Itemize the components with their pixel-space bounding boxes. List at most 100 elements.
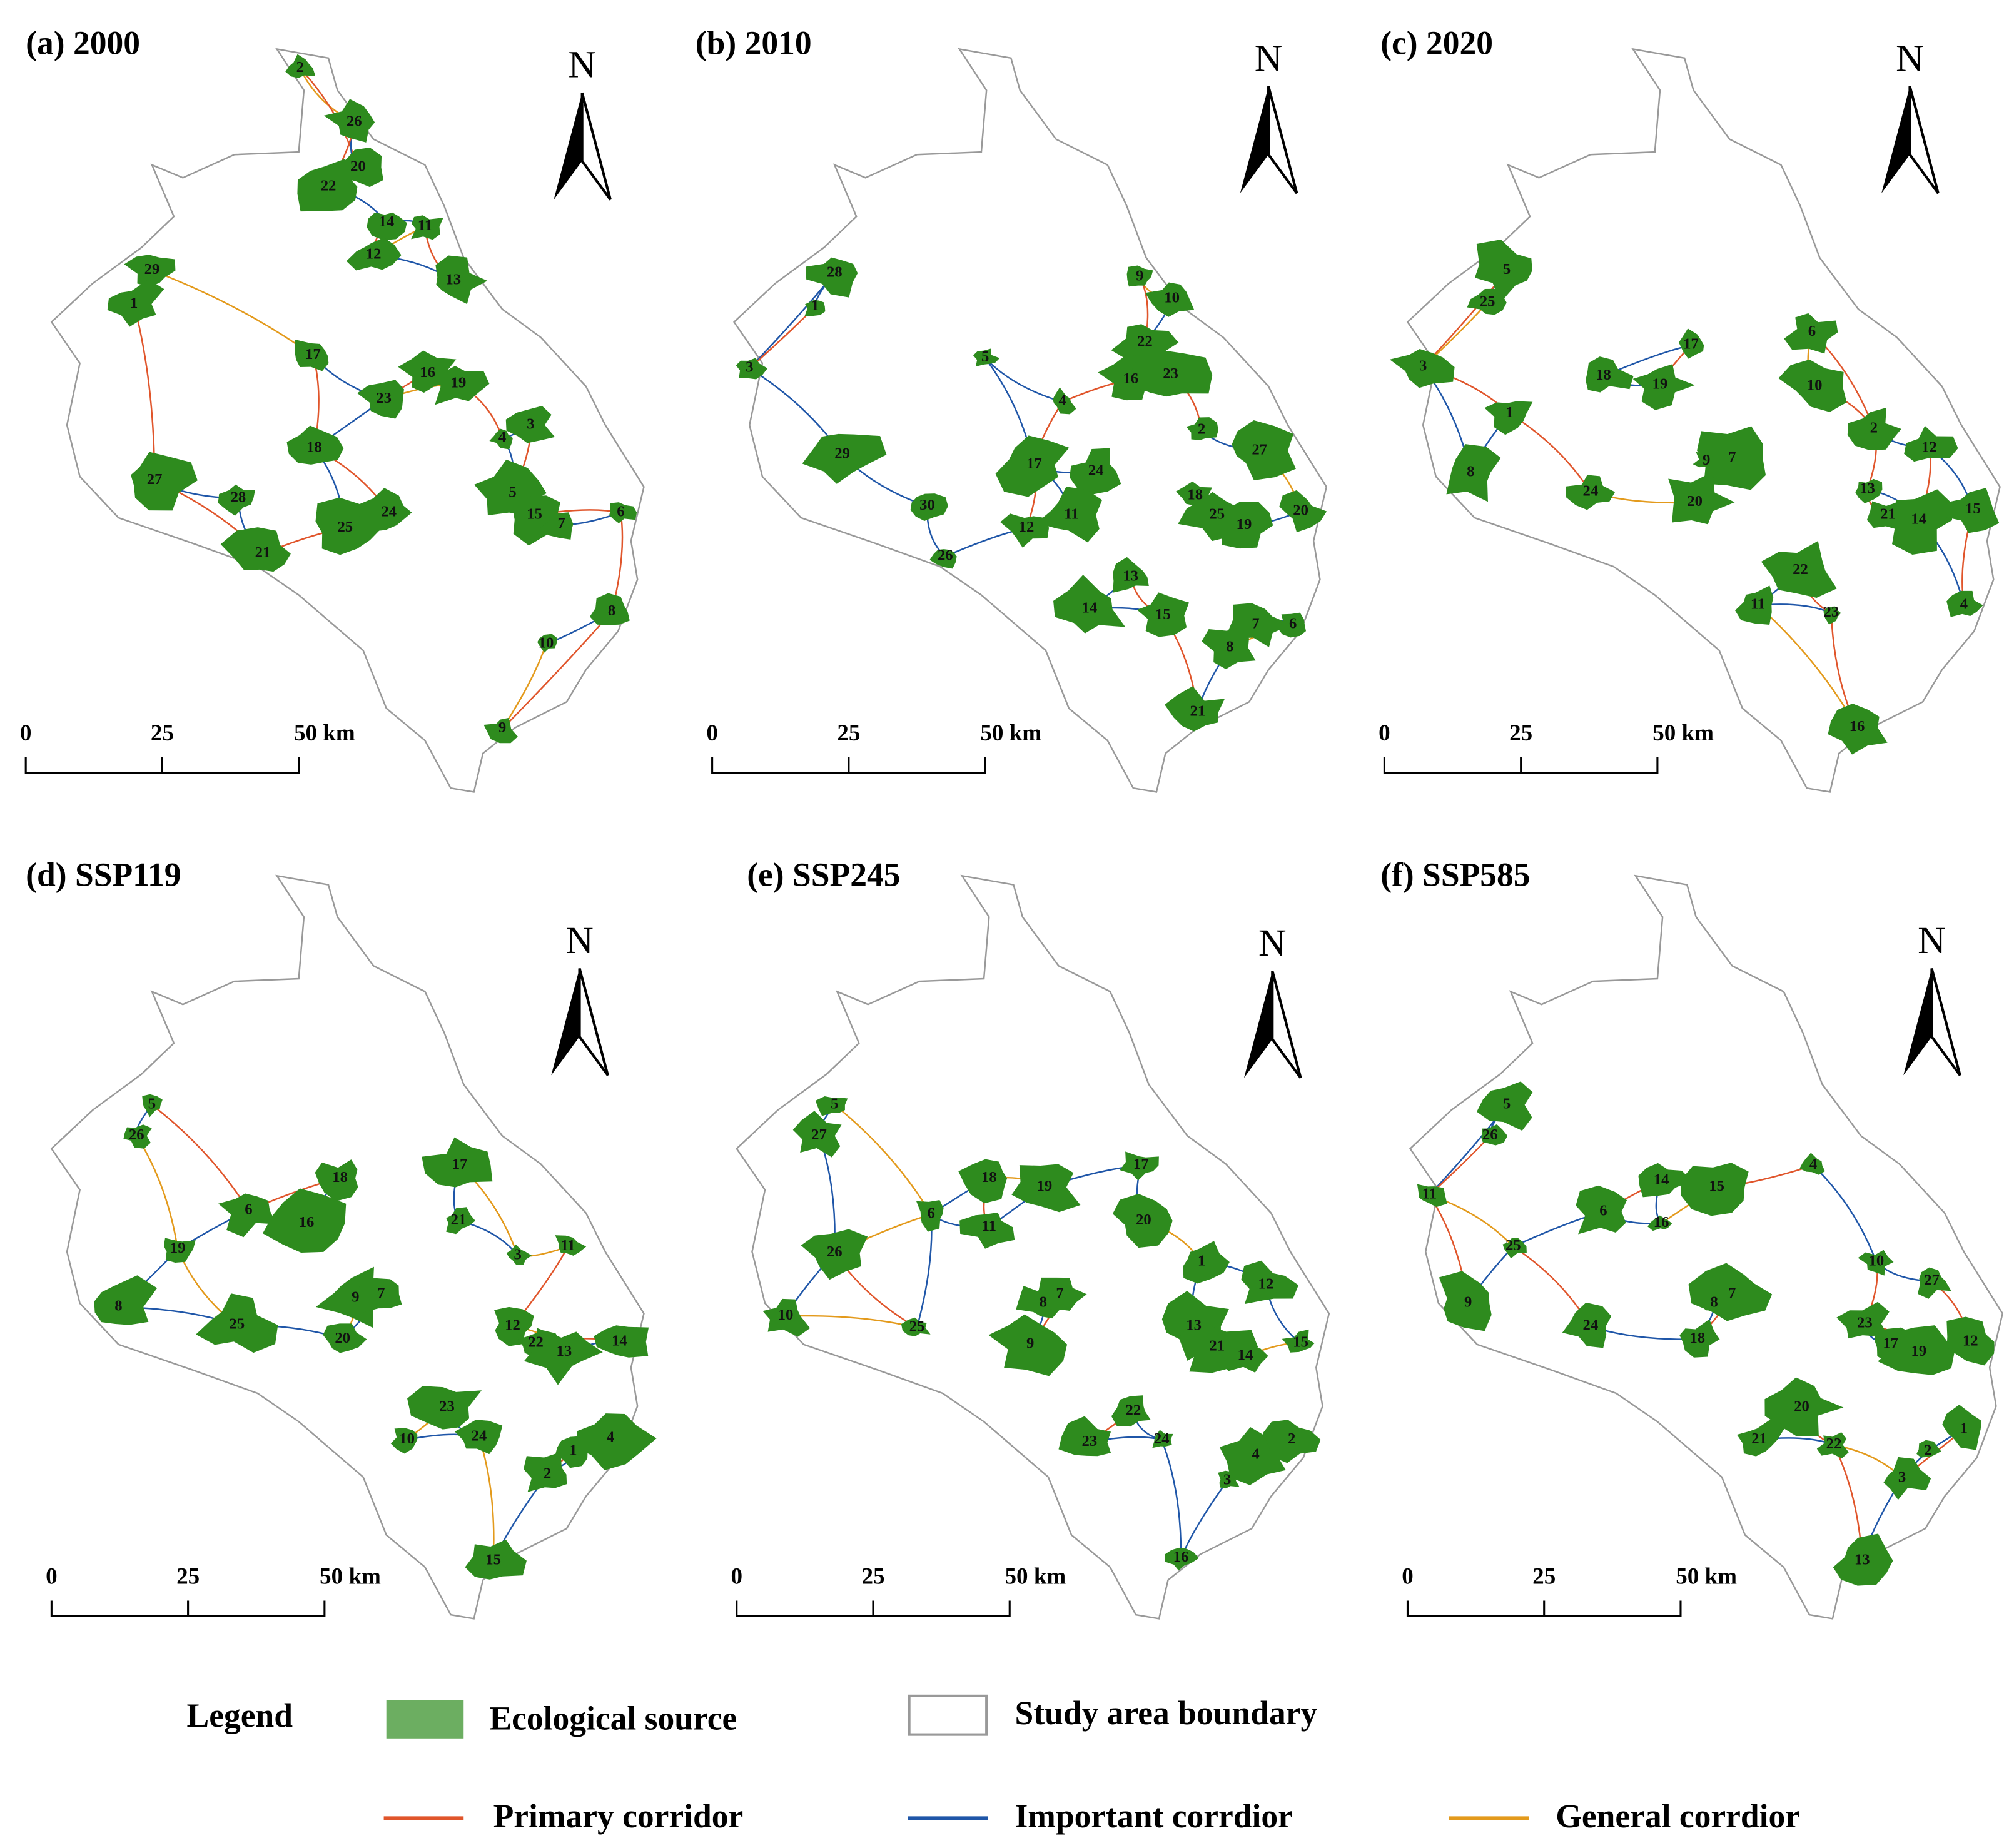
scale-bar — [1406, 1600, 1682, 1617]
ecological-source — [285, 54, 316, 78]
ecological-source — [489, 428, 513, 450]
node-label: 15 — [1293, 1333, 1308, 1350]
ecological-source — [1216, 502, 1273, 549]
ecological-source — [435, 255, 488, 305]
ecological-source — [1638, 1163, 1693, 1198]
ecological-source — [390, 1428, 418, 1454]
node-label: 19 — [1036, 1178, 1052, 1194]
ecological-source — [1165, 686, 1225, 732]
legend-label: General corrdior — [1556, 1797, 1800, 1835]
scale-label: 0 — [1402, 1564, 1414, 1590]
ecological-source — [1218, 1470, 1240, 1489]
node-label: 25 — [909, 1318, 925, 1335]
node-label: 17 — [452, 1156, 468, 1173]
panel-title: (b) 2010 — [696, 24, 812, 62]
legend: Legend Ecological source Study area bound… — [187, 1694, 1801, 1835]
ecological-source — [1562, 1302, 1612, 1348]
ecological-source — [1833, 1533, 1893, 1586]
scale-label: 50 km — [1652, 720, 1714, 746]
node-label: 29 — [144, 261, 160, 278]
ecological-source — [1943, 488, 2000, 533]
node-label: 14 — [1911, 511, 1927, 528]
ecological-source — [357, 380, 404, 419]
node-label: 16 — [1654, 1214, 1669, 1231]
scale-label: 25 — [1532, 1564, 1556, 1590]
scale-label: 0 — [1379, 720, 1390, 746]
node-label: 23 — [1082, 1433, 1098, 1450]
ecological-source — [163, 1238, 196, 1263]
node-label: 9 — [352, 1288, 359, 1305]
node-label: 23 — [1163, 365, 1178, 382]
node-label: 27 — [147, 471, 163, 488]
ecological-source — [1681, 1163, 1749, 1216]
ecological-source — [910, 493, 948, 522]
ecological-source — [609, 502, 637, 523]
ecological-source — [494, 1306, 534, 1346]
ecological-source — [1946, 590, 1983, 617]
ecological-source — [792, 1111, 842, 1158]
node-label: 11 — [1751, 596, 1765, 613]
node-label: 14 — [612, 1332, 627, 1349]
corridor — [916, 1214, 933, 1328]
north-arrow — [1908, 86, 1940, 194]
ecological-source — [1916, 1440, 1941, 1458]
ecological-source — [1058, 1416, 1111, 1457]
node-label: 24 — [472, 1428, 487, 1445]
north-arrow — [1243, 971, 1273, 1078]
ecological-source — [323, 99, 375, 143]
scale-bar — [711, 757, 986, 774]
ecological-source — [901, 1317, 931, 1336]
node-label: 19 — [451, 374, 467, 391]
node-label: 17 — [1883, 1335, 1898, 1351]
ecological-source — [1128, 349, 1213, 397]
legend-label: Ecological source — [489, 1699, 737, 1737]
node-label: 4 — [1252, 1445, 1259, 1462]
ecological-source — [131, 452, 198, 511]
node-label: 24 — [381, 503, 397, 520]
ecological-source — [995, 435, 1070, 497]
node-label: 16 — [1850, 718, 1865, 735]
scale-bar — [50, 1600, 326, 1617]
study-area-boundary — [50, 48, 645, 793]
node-label: 20 — [1794, 1398, 1809, 1415]
ecological-source — [1183, 1241, 1230, 1284]
node-label: 20 — [1687, 493, 1703, 510]
node-label: 11 — [418, 217, 432, 234]
node-label: 1 — [811, 297, 819, 314]
scale-label: 25 — [1509, 720, 1532, 746]
node-label: 7 — [377, 1285, 385, 1301]
ecological-source — [1816, 1432, 1849, 1458]
north-arrow — [554, 93, 582, 200]
node-label: 19 — [1652, 375, 1668, 392]
ecological-source — [367, 212, 407, 240]
node-label: 20 — [1136, 1211, 1151, 1228]
ecological-source — [1033, 1277, 1087, 1311]
node-label: 27 — [1252, 441, 1267, 458]
node-label: 25 — [1505, 1237, 1521, 1254]
node-label: 12 — [505, 1317, 520, 1334]
node-label: 4 — [1809, 1156, 1817, 1173]
node-label: 8 — [1226, 639, 1233, 655]
ecological-source — [1828, 704, 1888, 755]
node-label: 3 — [746, 359, 753, 376]
north-label: N — [1918, 919, 1946, 962]
node-label: 26 — [129, 1126, 144, 1143]
node-label: 22 — [1793, 561, 1808, 578]
node-label: 18 — [1187, 487, 1203, 503]
corridor — [501, 644, 547, 730]
ecological-source — [1778, 359, 1847, 412]
north-arrow — [1930, 968, 1961, 1076]
ecological-source — [988, 1314, 1068, 1376]
legend-swatch — [386, 1700, 464, 1739]
scale-label: 0 — [46, 1564, 58, 1590]
node-label: 9 — [1703, 452, 1710, 468]
ecological-source — [286, 425, 344, 465]
scale-label: 50 km — [1005, 1564, 1066, 1590]
node-label: 11 — [560, 1237, 575, 1254]
node-label: 1 — [1505, 404, 1513, 421]
node-label: 7 — [1252, 615, 1259, 632]
scale-label: 25 — [837, 720, 860, 746]
ecological-source — [523, 1452, 567, 1492]
